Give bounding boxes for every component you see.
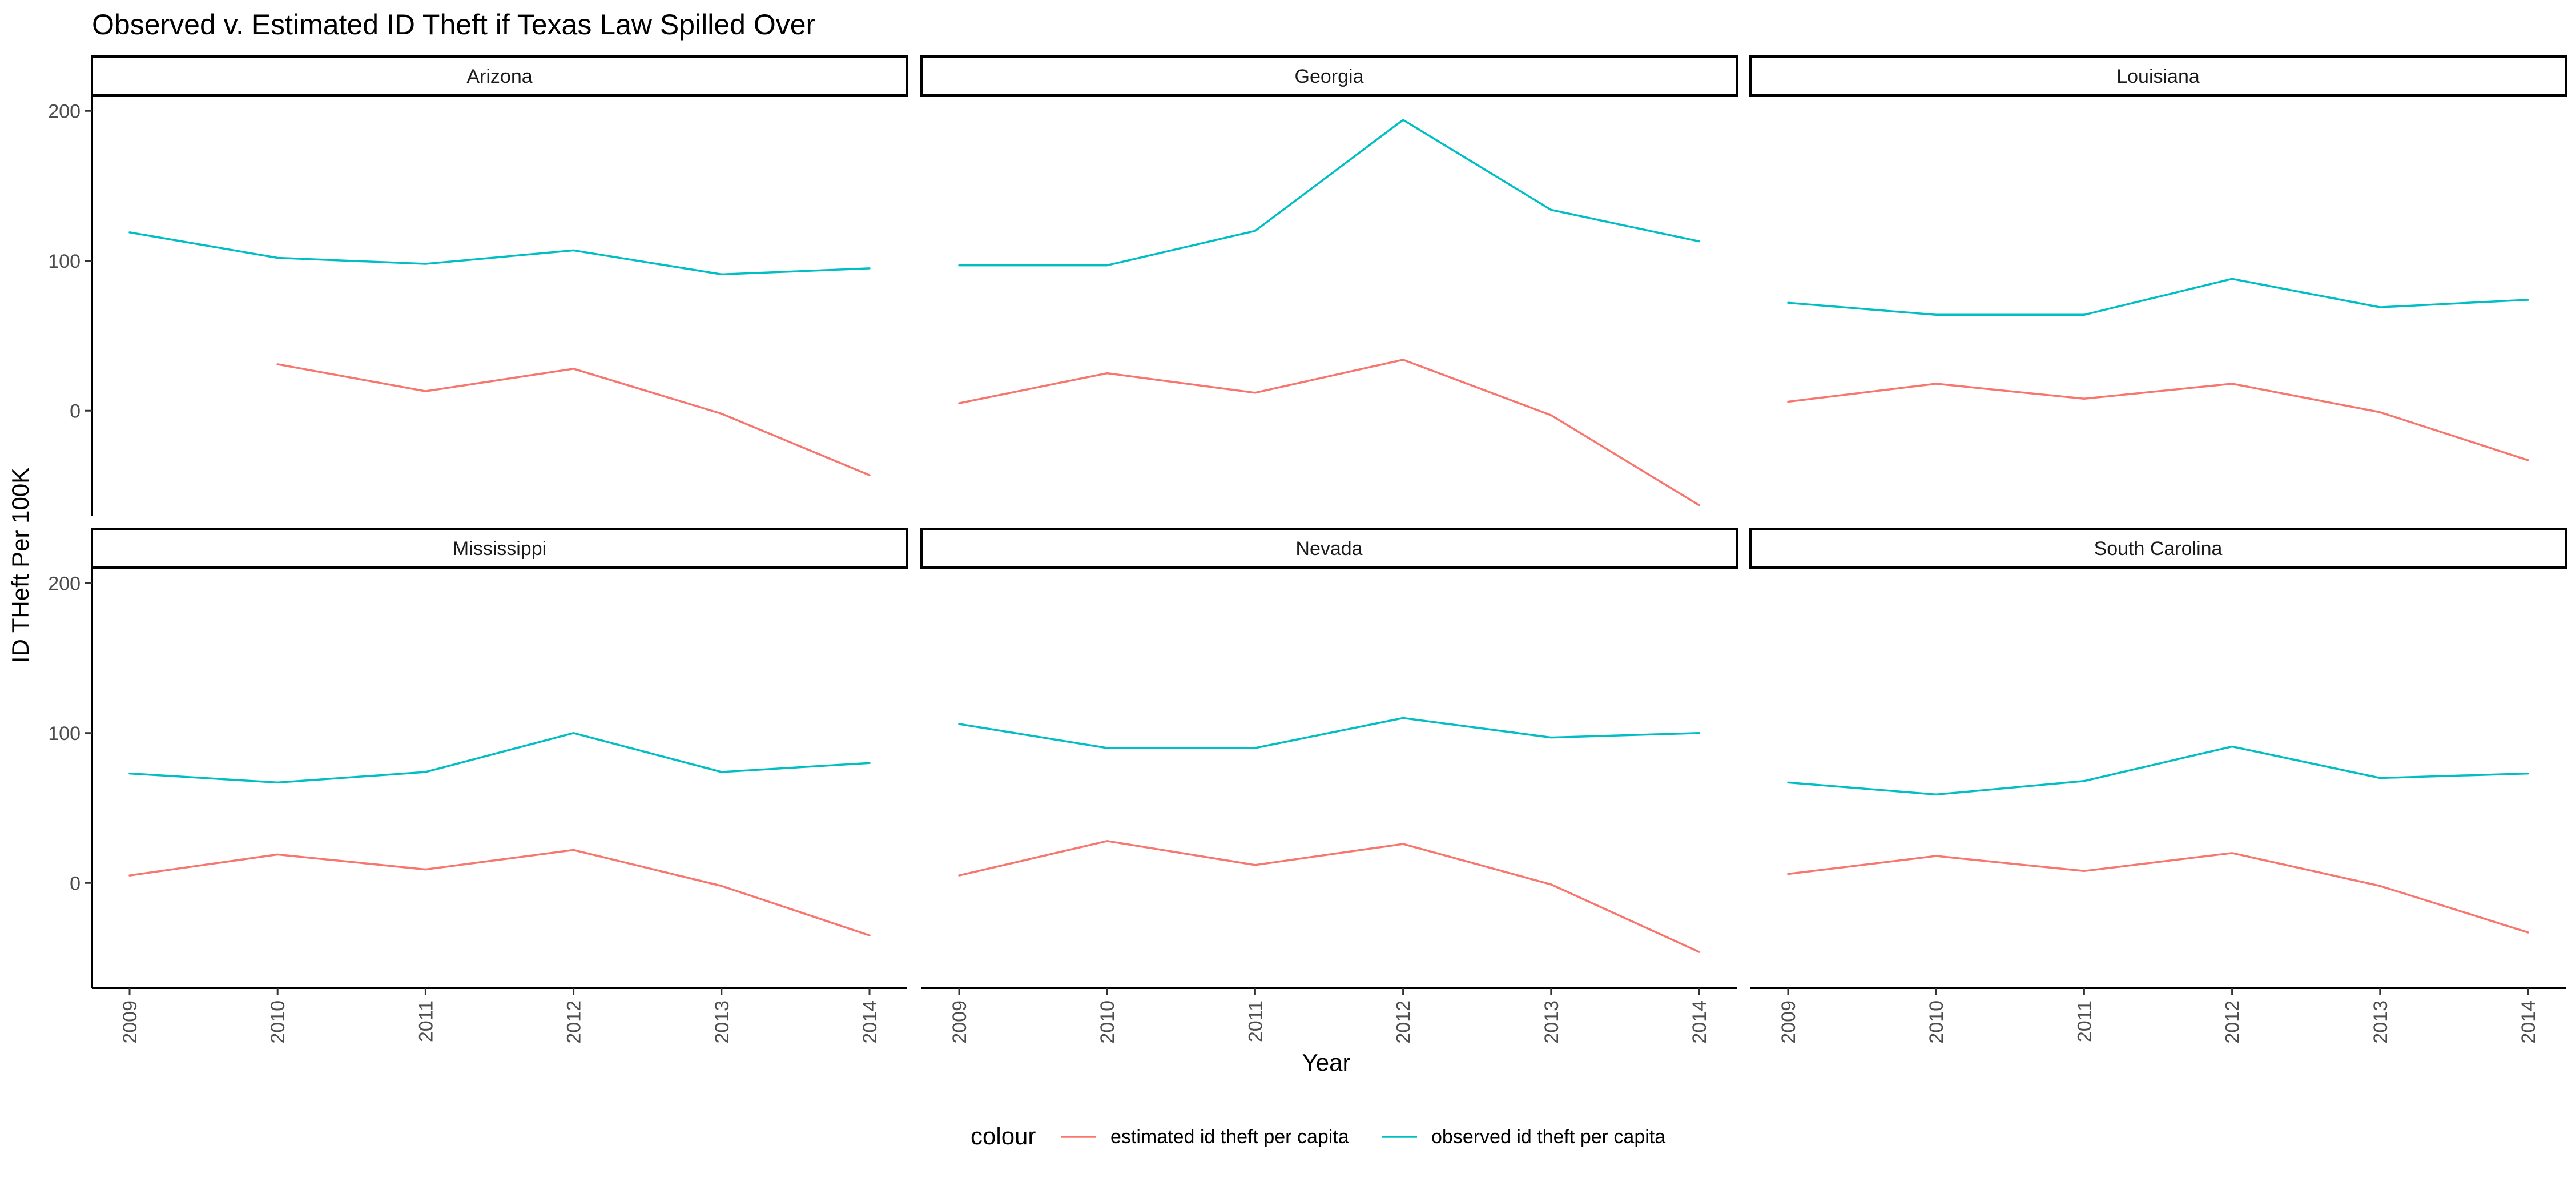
facet-strip: [1749, 55, 2567, 97]
x-tick-label: 2009: [119, 1000, 141, 1044]
panel-south-carolina: South Carolina 2009 2010 2011 2012 2013 2014: [1749, 528, 2567, 1044]
x-tick-label: 2011: [415, 1000, 437, 1042]
series-line-estimated: [1787, 852, 2529, 934]
x-tick-label: 2014: [1689, 1000, 1710, 1044]
x-tick-label: 2014: [2518, 1000, 2539, 1044]
x-tick-label: 2013: [2370, 1000, 2392, 1044]
series-line-estimated: [958, 359, 1700, 506]
y-tick-label: 200: [48, 573, 80, 594]
facet-label: Louisiana: [2116, 66, 2200, 87]
chart-title: Observed v. Estimated ID Theft if Texas …: [92, 9, 815, 41]
series-line-estimated: [276, 363, 871, 476]
x-tick-label: 2010: [1097, 1000, 1118, 1044]
x-tick-label: 2013: [711, 1000, 733, 1044]
series-line-observed: [128, 732, 871, 784]
legend-label-observed: observed id theft per capita: [1431, 1126, 1665, 1148]
facet-label: Arizona: [466, 66, 532, 87]
series-line-observed: [128, 231, 871, 276]
facet-strip: [91, 528, 908, 569]
facet-label: Mississippi: [453, 538, 546, 560]
panel-louisiana: Louisiana: [1749, 55, 2567, 461]
series-line-observed: [1787, 278, 2529, 316]
facet-label: Nevada: [1295, 538, 1362, 560]
y-tick-label: 200: [48, 100, 80, 122]
x-axis-label: Year: [1302, 1049, 1351, 1076]
x-tick-label: 2012: [1393, 1000, 1415, 1044]
x-tick-label: 2014: [859, 1000, 881, 1044]
panel-mississippi: Mississippi 0 100 200 2009 2010 2011 2012 2013 20…: [48, 528, 908, 1044]
x-tick-label: 2010: [267, 1000, 289, 1044]
y-tick-label: 100: [48, 723, 80, 745]
y-tick-label: 0: [70, 873, 80, 894]
y-axis-label: ID THeft Per 100K: [7, 468, 34, 663]
x-tick-label: 2013: [1541, 1000, 1563, 1044]
series-line-observed: [1787, 745, 2529, 796]
facet-label: South Carolina: [2094, 538, 2223, 560]
facet-label: Georgia: [1295, 66, 1364, 87]
x-tick-label: 2010: [1926, 1000, 1947, 1044]
series-line-observed: [958, 717, 1700, 749]
x-tick-label: 2012: [564, 1000, 585, 1044]
facet-strip: [1749, 528, 2567, 569]
y-tick-label: 100: [48, 251, 80, 272]
series-line-estimated: [128, 849, 871, 936]
series-line-estimated: [1787, 383, 2529, 461]
panel-nevada: Nevada 2009 2010 2011 2012 2013 2014: [920, 528, 1738, 1044]
x-tick-label: 2012: [2222, 1000, 2244, 1044]
series-line-observed: [958, 119, 1700, 267]
legend-title: colour: [971, 1123, 1036, 1149]
facet-strip: [91, 55, 908, 97]
panels-layer: Arizona 0 100 200 Georgia Louisiana Mississipp…: [48, 55, 2567, 1044]
x-tick-label: 2011: [2074, 1000, 2095, 1042]
legend-label-estimated: estimated id theft per capita: [1110, 1126, 1349, 1148]
facet-strip: [920, 528, 1738, 569]
x-tick-label: 2009: [949, 1000, 971, 1044]
panel-arizona: Arizona 0 100 200: [48, 55, 908, 516]
y-tick-label: 0: [70, 400, 80, 422]
x-tick-label: 2011: [1245, 1000, 1266, 1042]
x-tick-label: 2009: [1778, 1000, 1800, 1044]
series-line-estimated: [958, 840, 1700, 953]
facet-strip: [920, 55, 1738, 97]
panel-georgia: Georgia: [920, 55, 1738, 506]
legend: colour estimated id theft per capita obs…: [971, 1123, 1665, 1149]
